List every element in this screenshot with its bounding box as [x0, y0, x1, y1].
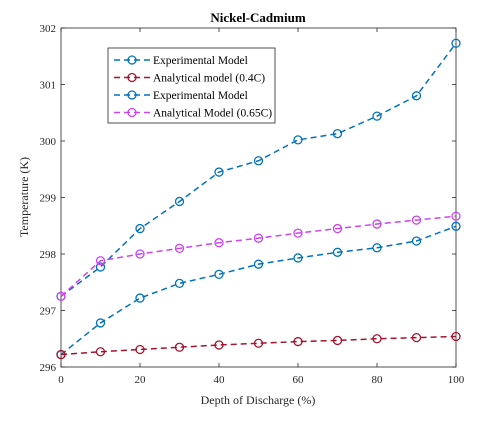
x-tick-label: 60 — [293, 374, 305, 386]
x-tick-label: 100 — [448, 374, 465, 386]
legend-label: Experimental Model — [153, 90, 248, 102]
data-point — [332, 129, 343, 139]
data-point — [174, 196, 185, 207]
data-point — [56, 349, 66, 360]
legend-item: Analytical Model (0.65C) — [114, 108, 272, 120]
series-line — [60, 42, 457, 297]
data-point — [451, 211, 461, 221]
y-tick-label: 300 — [40, 136, 57, 148]
y-tick-label: 298 — [40, 249, 57, 261]
data-point — [174, 278, 185, 289]
data-point — [214, 269, 224, 279]
legend-item: Analytical model (0.4C) — [114, 73, 265, 85]
data-point — [174, 243, 185, 254]
data-point — [411, 91, 422, 101]
data-point — [332, 247, 343, 257]
series-2 — [56, 331, 461, 360]
data-point — [253, 259, 264, 269]
legend-marker — [127, 107, 137, 118]
chart-title: Nickel-Cadmium — [210, 10, 306, 25]
x-tick-label: 80 — [372, 374, 384, 386]
legend-label: Experimental Model — [153, 55, 248, 67]
x-tick-label: 0 — [58, 374, 64, 386]
data-point — [451, 331, 461, 342]
y-tick-label: 299 — [40, 193, 57, 205]
data-point — [332, 335, 343, 346]
data-point — [293, 253, 303, 263]
axis-ticks: 0 20 40 60 80 100 296 297 298 299 300 301 302 — [40, 23, 465, 386]
series-line — [60, 225, 457, 356]
data-point — [253, 338, 264, 348]
data-point — [451, 38, 461, 48]
data-point — [293, 336, 303, 347]
data-point — [372, 111, 382, 121]
data-point — [293, 228, 303, 238]
legend-item: Experimental Model — [114, 90, 248, 102]
y-tick-label: 302 — [40, 23, 57, 35]
data-point — [411, 236, 422, 246]
data-point — [253, 156, 264, 166]
legend-item: Experimental Model — [114, 55, 248, 67]
series-4 — [56, 211, 461, 302]
legend-marker — [127, 72, 137, 83]
data-point — [56, 291, 66, 302]
data-point — [95, 318, 106, 328]
data-point — [411, 332, 422, 343]
series-line — [60, 335, 457, 356]
data-point — [372, 243, 382, 253]
data-point — [332, 223, 343, 234]
data-point — [214, 238, 224, 248]
x-tick-label: 20 — [135, 374, 147, 386]
y-axis-label: Temperature (K) — [17, 157, 31, 237]
data-point — [174, 342, 185, 352]
series-layer — [56, 38, 461, 360]
data-point — [451, 221, 461, 231]
data-point — [135, 293, 145, 303]
data-point — [95, 256, 106, 266]
legend-label: Analytical model (0.4C) — [153, 73, 265, 85]
data-point — [135, 249, 145, 259]
data-point — [135, 344, 145, 355]
legend: Experimental Model Analytical model (0.4C… — [107, 47, 276, 124]
y-tick-label: 296 — [40, 362, 57, 374]
data-point — [214, 340, 224, 350]
legend-marker — [127, 90, 137, 100]
series-line — [60, 215, 457, 297]
x-tick-label: 40 — [214, 374, 226, 386]
data-point — [372, 219, 382, 229]
data-point — [214, 167, 224, 177]
y-tick-label: 297 — [40, 306, 57, 318]
data-point — [293, 135, 303, 145]
legend-marker — [127, 55, 137, 65]
series-3 — [56, 38, 461, 302]
data-point — [95, 347, 106, 357]
data-point — [411, 215, 422, 225]
x-axis-label: Depth of Discharge (%) — [201, 393, 316, 407]
legend-label: Analytical Model (0.65C) — [153, 108, 272, 120]
data-point — [135, 223, 145, 234]
y-tick-label: 301 — [40, 80, 57, 92]
data-point — [95, 262, 106, 272]
data-point — [372, 334, 382, 344]
data-point — [253, 233, 264, 243]
